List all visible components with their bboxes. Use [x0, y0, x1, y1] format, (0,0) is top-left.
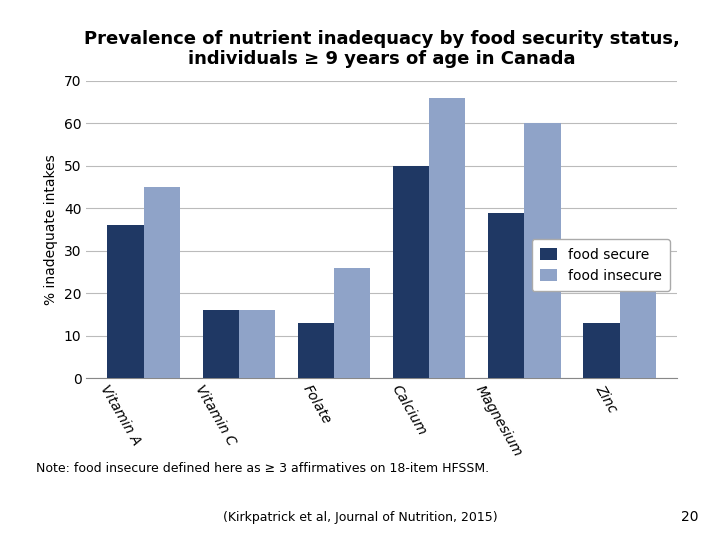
Bar	[524, 124, 561, 378]
Bar	[620, 255, 656, 378]
Y-axis label: % inadequate intakes: % inadequate intakes	[45, 154, 58, 305]
Bar	[334, 268, 370, 378]
Bar	[107, 225, 143, 378]
Text: 20: 20	[681, 510, 698, 524]
Legend: food secure, food insecure: food secure, food insecure	[531, 239, 670, 291]
Bar	[298, 323, 334, 378]
Title: Prevalence of nutrient inadequacy by food security status,
individuals ≥ 9 years: Prevalence of nutrient inadequacy by foo…	[84, 30, 680, 69]
Bar	[583, 323, 620, 378]
Bar	[143, 187, 180, 378]
Bar	[429, 98, 465, 378]
Bar	[488, 213, 524, 378]
Bar	[393, 166, 429, 378]
Text: (Kirkpatrick et al, Journal of Nutrition, 2015): (Kirkpatrick et al, Journal of Nutrition…	[222, 511, 498, 524]
Bar	[239, 310, 275, 378]
Text: Note: food insecure defined here as ≥ 3 affirmatives on 18-item HFSSM.: Note: food insecure defined here as ≥ 3 …	[36, 462, 489, 475]
Bar	[202, 310, 239, 378]
